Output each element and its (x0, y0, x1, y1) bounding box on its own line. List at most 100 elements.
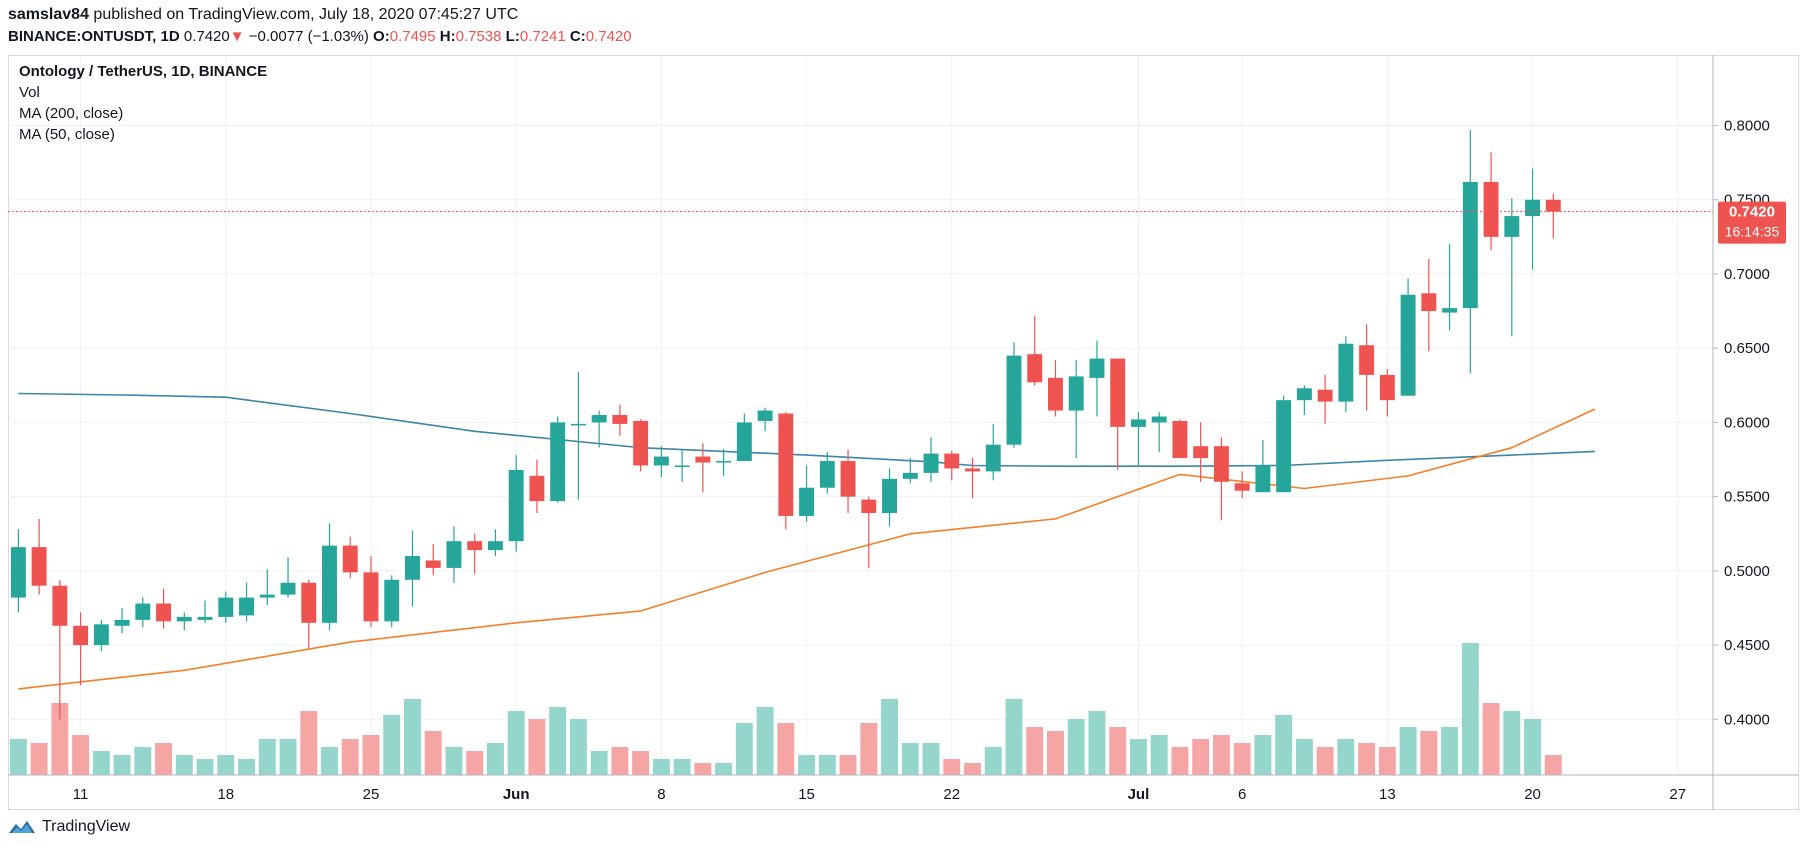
volume-bar (51, 703, 69, 775)
candle-body[interactable] (363, 572, 379, 622)
volume-bar (1441, 727, 1459, 775)
candle-body[interactable] (1234, 483, 1250, 491)
candle-body[interactable] (31, 547, 47, 586)
candle-body[interactable] (840, 461, 856, 497)
candle-body[interactable] (923, 453, 939, 473)
volume-bar (590, 751, 608, 775)
candle-body[interactable] (1048, 377, 1063, 411)
candle-body[interactable] (653, 456, 669, 466)
candle-body[interactable] (819, 461, 835, 488)
candle-body[interactable] (1276, 400, 1292, 493)
candle-body[interactable] (1193, 446, 1209, 459)
candle-body[interactable] (156, 603, 172, 622)
candle-body[interactable] (301, 582, 317, 623)
candle-body[interactable] (1504, 216, 1520, 237)
candle-body[interactable] (1006, 355, 1022, 445)
candle-body[interactable] (176, 616, 192, 622)
candle-body[interactable] (550, 422, 566, 502)
candle-body[interactable] (342, 545, 358, 573)
last-price-tag-value: 0.7420 (1729, 204, 1775, 221)
candle-body[interactable] (1483, 181, 1499, 237)
candle-body[interactable] (529, 475, 545, 502)
candle-body[interactable] (695, 456, 711, 463)
candle-body[interactable] (1462, 181, 1478, 309)
candle-body[interactable] (778, 413, 794, 516)
candle-body[interactable] (985, 444, 1001, 472)
volume-bar (1254, 735, 1272, 775)
candle-body[interactable] (280, 582, 296, 595)
candle-body[interactable] (1089, 358, 1105, 378)
time-axis[interactable]: 11 18 25 Jun 8 15 22 Jul 6 13 20 27 (73, 786, 1686, 803)
candle-body[interactable] (736, 422, 752, 462)
candle-body[interactable] (114, 619, 130, 626)
candles[interactable] (10, 129, 1561, 720)
candle-body[interactable] (1172, 420, 1188, 459)
candle-body[interactable] (1421, 293, 1437, 312)
candle-body[interactable] (1317, 389, 1333, 402)
candle-body[interactable] (405, 556, 420, 580)
candle-body[interactable] (10, 547, 26, 598)
candle-body[interactable] (1525, 199, 1541, 217)
candle-body[interactable] (674, 465, 690, 467)
volume-bar (756, 707, 774, 775)
candle-body[interactable] (861, 499, 877, 513)
candle-body[interactable] (467, 541, 483, 551)
candle-body[interactable] (218, 597, 234, 617)
candle-body[interactable] (633, 420, 649, 466)
candle-body[interactable] (902, 472, 918, 479)
candle-body[interactable] (135, 603, 151, 620)
candle-body[interactable] (944, 453, 960, 469)
price-tick-label: 0.6000 (1724, 414, 1770, 431)
candle-body[interactable] (239, 597, 255, 616)
volume-bar (1358, 743, 1376, 775)
low-label: L: (505, 28, 520, 45)
candle-body[interactable] (487, 541, 503, 551)
candle-body[interactable] (1027, 354, 1043, 383)
candle-body[interactable] (591, 415, 607, 423)
candle-body[interactable] (197, 616, 213, 620)
volume-bar (466, 751, 484, 775)
candle-body[interactable] (1151, 416, 1167, 423)
volume-bar (881, 699, 899, 775)
candle-body[interactable] (425, 560, 441, 568)
candle-body[interactable] (52, 585, 68, 626)
candle-body[interactable] (446, 541, 462, 568)
candle-body[interactable] (384, 579, 400, 622)
candle-body[interactable] (322, 545, 337, 623)
candle-body[interactable] (508, 469, 524, 542)
candle-body[interactable] (1338, 343, 1354, 402)
candle-body[interactable] (1068, 376, 1084, 411)
candle-body[interactable] (716, 461, 732, 463)
candle-body[interactable] (1110, 358, 1126, 427)
time-tick-label: 27 (1669, 786, 1686, 803)
candle-body[interactable] (1442, 308, 1458, 313)
author-name[interactable]: samslav84 (8, 6, 89, 23)
candle-body[interactable] (1213, 446, 1229, 482)
candle-body[interactable] (1379, 374, 1395, 401)
candle-body[interactable] (570, 423, 586, 426)
candle-body[interactable] (882, 478, 898, 513)
candle-body[interactable] (73, 625, 89, 646)
candle-body[interactable] (1545, 199, 1561, 212)
candle-body[interactable] (1130, 419, 1146, 427)
legend-vol[interactable]: Vol (19, 84, 40, 101)
candle-body[interactable] (1400, 294, 1416, 396)
volume-bar (1461, 643, 1479, 775)
candle-body[interactable] (259, 594, 275, 598)
price-chart[interactable]: 0.4000 0.4500 0.5000 0.5500 0.6000 0.6500 0.70… (8, 55, 1799, 810)
volume-bar (1088, 711, 1106, 775)
open-label: O: (373, 28, 390, 45)
candle-body[interactable] (612, 415, 628, 424)
candle-body[interactable] (1255, 465, 1271, 493)
footer: TradingView (8, 818, 130, 836)
candle-body[interactable] (1296, 388, 1312, 401)
candle-body[interactable] (799, 487, 815, 516)
candle-body[interactable] (757, 410, 773, 421)
candle-body[interactable] (1359, 345, 1375, 375)
legend-ma50[interactable]: MA (50, close) (19, 126, 115, 143)
candle-body[interactable] (965, 468, 980, 472)
high-label: H: (439, 28, 456, 45)
candle-body[interactable] (93, 624, 109, 646)
legend-ma200[interactable]: MA (200, close) (19, 105, 123, 122)
time-tick-label: 25 (363, 786, 380, 803)
